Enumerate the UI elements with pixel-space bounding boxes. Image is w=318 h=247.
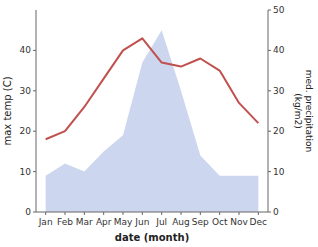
y-tick-label: 30 bbox=[20, 86, 32, 96]
y-tick-label: 0 bbox=[25, 207, 31, 217]
x-tick bbox=[65, 212, 66, 215]
x-tick-label: Aug bbox=[172, 217, 190, 227]
y-tick-label: 10 bbox=[20, 167, 32, 177]
x-tick bbox=[84, 212, 85, 215]
y-tick-label: 40 bbox=[20, 45, 32, 55]
y2-axis-label-line: (kg/m2) bbox=[293, 93, 303, 128]
x-tick-label: Feb bbox=[57, 217, 73, 227]
x-axis-label: date (month) bbox=[115, 232, 189, 243]
x-tick-label: Dec bbox=[250, 217, 267, 227]
y-axis-label: max temp (C) bbox=[2, 76, 13, 145]
x-tick bbox=[239, 212, 240, 215]
x-tick-label: Oct bbox=[212, 217, 228, 227]
y-tick bbox=[33, 131, 36, 132]
y2-axis-label: med. precipitation(kg/m2) bbox=[293, 70, 314, 152]
x-tick bbox=[142, 212, 143, 215]
x-tick-label: Nov bbox=[230, 217, 248, 227]
y2-tick-label: 0 bbox=[273, 207, 279, 217]
x-tick bbox=[181, 212, 182, 215]
chart-container: Jan FebMarAprMayJun Jul AugSepOctNovDec 0 10 2… bbox=[0, 0, 318, 247]
precipitation-area bbox=[46, 30, 259, 212]
x-tick bbox=[45, 212, 46, 215]
chart: Jan FebMarAprMayJun Jul AugSepOctNovDec 0 10 2… bbox=[0, 0, 318, 247]
y-axis-line bbox=[36, 10, 37, 212]
x-tick-label: Sep bbox=[192, 217, 209, 227]
y2-tick-label: 40 bbox=[273, 45, 285, 55]
x-tick bbox=[200, 212, 201, 215]
x-axis-line bbox=[36, 212, 268, 213]
x-tick bbox=[103, 212, 104, 215]
x-tick bbox=[123, 212, 124, 215]
y2-tick bbox=[268, 131, 271, 132]
y-tick bbox=[33, 90, 36, 91]
y2-tick bbox=[268, 171, 271, 172]
y2-tick bbox=[268, 90, 271, 91]
x-tick-label: Apr bbox=[96, 217, 112, 227]
x-tick-label: Mar bbox=[76, 217, 93, 227]
x-tick-label: Jul bbox=[155, 217, 167, 227]
y2-tick-label: 50 bbox=[273, 5, 285, 15]
plot-area bbox=[46, 30, 259, 212]
x-tick bbox=[161, 212, 162, 215]
x-tick bbox=[219, 212, 220, 215]
x-tick-label: May bbox=[114, 217, 133, 227]
x-tick bbox=[258, 212, 259, 215]
y-tick bbox=[33, 50, 36, 51]
y2-tick bbox=[268, 10, 271, 11]
y2-tick-label: 30 bbox=[273, 86, 285, 96]
y-tick-label: 20 bbox=[20, 126, 32, 136]
y2-tick-label: 10 bbox=[273, 167, 285, 177]
y2-axis-line bbox=[268, 10, 269, 212]
temperature-line bbox=[46, 38, 259, 139]
x-tick-label: Jan bbox=[38, 217, 53, 227]
y-tick bbox=[33, 171, 36, 172]
y2-tick-label: 20 bbox=[273, 126, 285, 136]
y-tick bbox=[33, 212, 36, 213]
y2-tick bbox=[268, 212, 271, 213]
y2-tick bbox=[268, 50, 271, 51]
x-tick-label: Jun bbox=[134, 217, 149, 227]
y2-axis-label-line: med. precipitation bbox=[304, 70, 314, 152]
